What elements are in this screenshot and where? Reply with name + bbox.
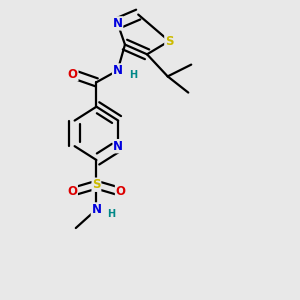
Text: N: N bbox=[113, 140, 123, 153]
Text: S: S bbox=[92, 178, 101, 191]
Text: H: H bbox=[108, 209, 116, 219]
Text: S: S bbox=[165, 34, 173, 48]
Text: N: N bbox=[112, 64, 123, 77]
Text: O: O bbox=[67, 185, 77, 198]
Text: N: N bbox=[112, 17, 123, 30]
Text: O: O bbox=[116, 185, 126, 198]
Text: O: O bbox=[68, 68, 78, 80]
Text: N: N bbox=[92, 203, 101, 216]
Text: H: H bbox=[129, 70, 137, 80]
